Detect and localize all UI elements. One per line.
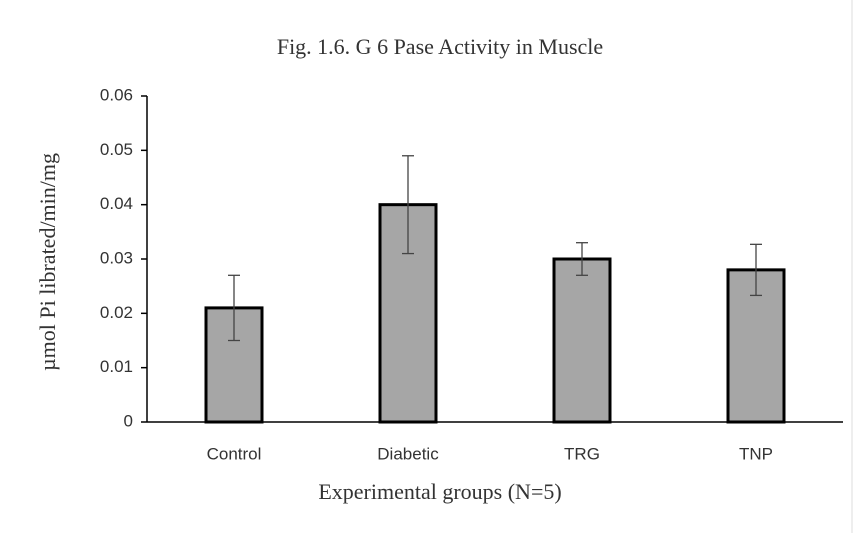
chart-title: Fig. 1.6. G 6 Pase Activity in Muscle: [277, 34, 603, 59]
x-axis-label: Experimental groups (N=5): [318, 479, 561, 504]
bar: [204, 306, 264, 424]
x-tick-label: Control: [207, 444, 262, 463]
x-tick-label: TRG: [564, 444, 600, 463]
x-tick-label: TNP: [739, 444, 773, 463]
y-tick-label: 0.05: [100, 140, 133, 159]
y-tick-label: 0.04: [100, 194, 133, 213]
y-tick-label: 0.06: [100, 85, 133, 104]
y-tick-label: 0.02: [100, 303, 133, 322]
y-axis-label: µmol Pi librated/min/mg: [35, 153, 60, 371]
y-tick-label: 0: [124, 411, 133, 430]
y-tick-label: 0.01: [100, 357, 133, 376]
bar: [552, 257, 612, 424]
x-tick-label: Diabetic: [377, 444, 439, 463]
bar: [726, 268, 786, 424]
y-tick-label: 0.03: [100, 248, 133, 267]
